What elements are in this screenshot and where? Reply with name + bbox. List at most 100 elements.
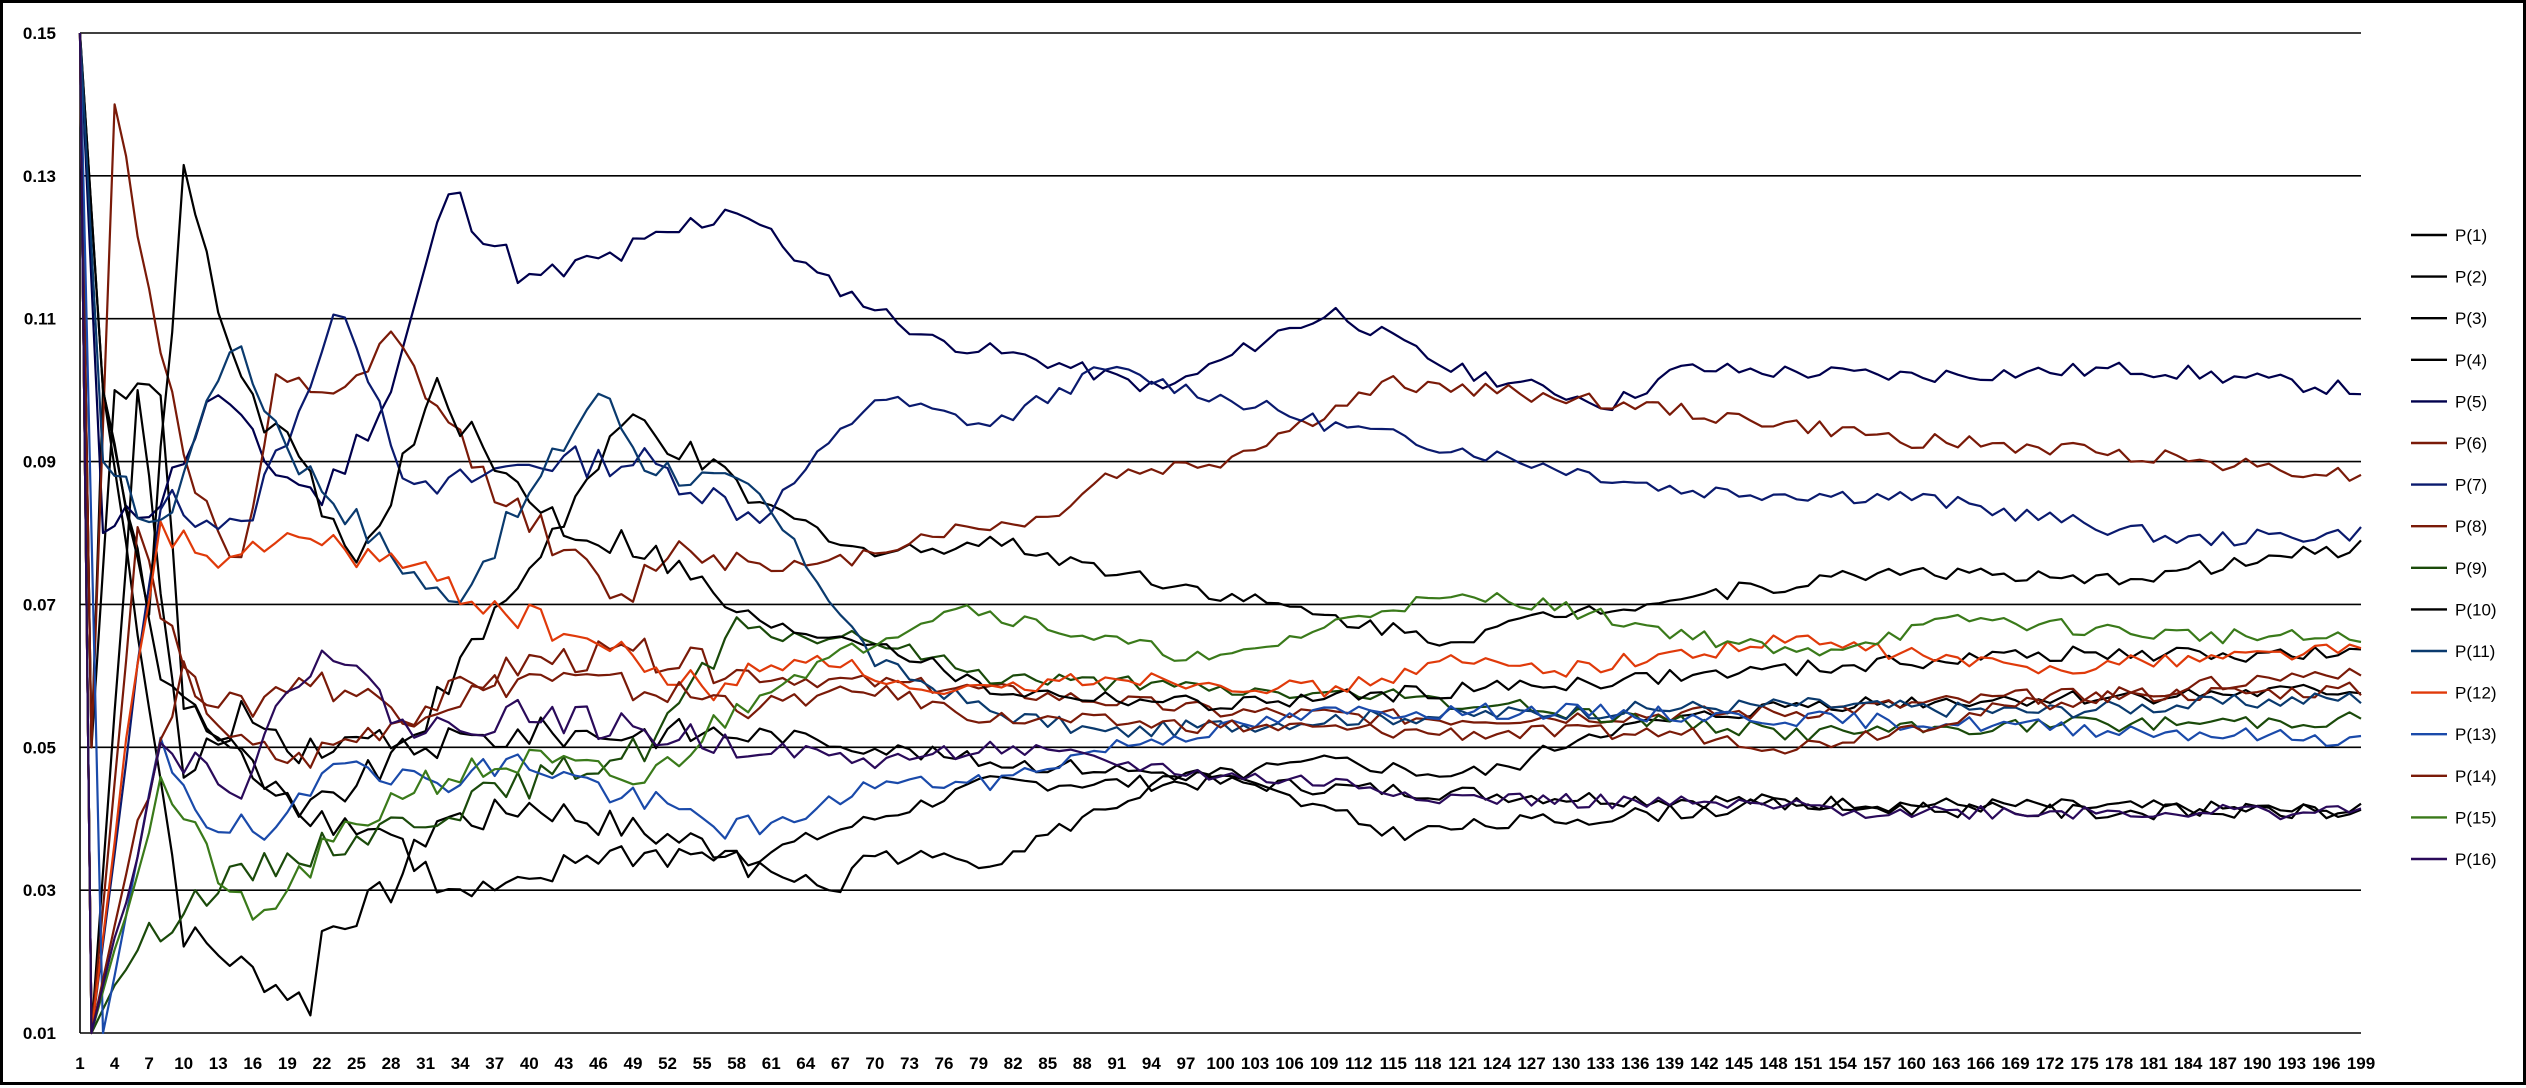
legend-label: P(8)	[2455, 517, 2487, 536]
x-tick-label: 25	[347, 1054, 366, 1073]
x-tick-label: 109	[1310, 1054, 1338, 1073]
x-tick-label: 10	[174, 1054, 193, 1073]
x-tick-label: 28	[382, 1054, 401, 1073]
legend-label: P(11)	[2455, 642, 2495, 661]
x-tick-label: 13	[209, 1054, 228, 1073]
legend-label: P(6)	[2455, 434, 2487, 453]
x-tick-label: 139	[1656, 1054, 1684, 1073]
x-tick-label: 124	[1483, 1054, 1512, 1073]
x-tick-label: 163	[1932, 1054, 1960, 1073]
x-tick-label: 175	[2070, 1054, 2098, 1073]
x-tick-label: 22	[312, 1054, 331, 1073]
series-line-16	[78, 32, 2362, 1035]
series-line-2	[78, 32, 2362, 898]
y-tick-label: 0.07	[23, 595, 56, 614]
x-tick-label: 118	[1414, 1054, 1441, 1073]
x-tick-label: 172	[2036, 1054, 2064, 1073]
y-axis: 0.15 0.13 0.11 0.09 0.07 0.05 0.03 0.01	[23, 24, 81, 1043]
x-tick-label: 178	[2105, 1054, 2133, 1073]
series-line-13	[78, 32, 2362, 1035]
x-tick-label: 181	[2139, 1054, 2167, 1073]
series-line-1	[78, 32, 2362, 1017]
x-tick-label: 193	[2278, 1054, 2306, 1073]
x-tick-label: 136	[1621, 1054, 1649, 1073]
series-line-11	[78, 32, 2362, 738]
series-line-10	[78, 32, 2362, 712]
x-tick-label: 94	[1142, 1054, 1161, 1073]
legend-label: P(16)	[2455, 850, 2497, 869]
legend-label: P(2)	[2455, 268, 2487, 287]
y-tick-label: 0.13	[23, 167, 56, 186]
x-tick-label: 31	[416, 1054, 435, 1073]
x-tick-label: 34	[451, 1054, 470, 1073]
x-tick-label: 88	[1073, 1054, 1092, 1073]
x-tick-label: 40	[520, 1054, 539, 1073]
x-tick-label: 127	[1517, 1054, 1545, 1073]
x-tick-label: 52	[658, 1054, 677, 1073]
x-tick-label: 142	[1690, 1054, 1718, 1073]
x-tick-label: 16	[243, 1054, 262, 1073]
legend-label: P(14)	[2455, 767, 2497, 786]
x-tick-label: 112	[1345, 1054, 1372, 1073]
legend-label: P(13)	[2455, 725, 2497, 744]
legend-label: P(7)	[2455, 476, 2487, 495]
x-tick-label: 67	[831, 1054, 850, 1073]
x-tick-label: 43	[554, 1054, 573, 1073]
x-tick-label: 100	[1206, 1054, 1234, 1073]
x-tick-label: 97	[1176, 1054, 1195, 1073]
x-tick-label: 196	[2312, 1054, 2340, 1073]
series-line-12	[78, 32, 2362, 1035]
x-tick-label: 79	[969, 1054, 988, 1073]
x-tick-label: 82	[1004, 1054, 1023, 1073]
x-tick-label: 145	[1725, 1054, 1753, 1073]
legend-label: P(10)	[2455, 600, 2497, 619]
x-tick-label: 154	[1828, 1054, 1857, 1073]
x-tick-label: 4	[110, 1054, 120, 1073]
x-tick-label: 76	[935, 1054, 954, 1073]
x-tick-label: 133	[1586, 1054, 1614, 1073]
legend-label: P(1)	[2455, 226, 2487, 245]
legend-label: P(15)	[2455, 808, 2497, 827]
x-tick-label: 169	[2001, 1054, 2029, 1073]
x-tick-label: 61	[762, 1054, 781, 1073]
y-tick-label: 0.01	[23, 1024, 56, 1043]
y-tick-label: 0.09	[23, 453, 56, 472]
x-tick-label: 1	[75, 1054, 84, 1073]
x-tick-label: 37	[485, 1054, 504, 1073]
legend-label: P(3)	[2455, 309, 2487, 328]
series-line-7	[78, 32, 2362, 1035]
x-tick-label: 70	[865, 1054, 884, 1073]
x-tick-label: 58	[727, 1054, 746, 1073]
x-tick-label: 91	[1107, 1054, 1126, 1073]
series-line-8	[78, 32, 2362, 1035]
x-tick-label: 115	[1380, 1054, 1407, 1073]
y-tick-label: 0.11	[24, 310, 56, 329]
y-tick-label: 0.15	[23, 24, 56, 43]
x-tick-label: 166	[1967, 1054, 1995, 1073]
legend-label: P(12)	[2455, 684, 2497, 703]
x-tick-label: 46	[589, 1054, 608, 1073]
series-line-9	[78, 32, 2362, 1035]
series-line-15	[78, 32, 2362, 1035]
x-tick-label: 151	[1794, 1054, 1822, 1073]
legend: P(1) P(2) P(3) P(4) P(5) P(6) P(7) P(8) P(9) P(10…	[2411, 226, 2497, 869]
series-line-5	[78, 32, 2362, 535]
x-tick-label: 73	[900, 1054, 919, 1073]
x-tick-label: 184	[2174, 1054, 2203, 1073]
x-tick-label: 103	[1241, 1054, 1269, 1073]
x-tick-label: 157	[1863, 1054, 1891, 1073]
series-line-6	[78, 32, 2362, 749]
x-tick-label: 187	[2209, 1054, 2237, 1073]
x-tick-label: 199	[2347, 1054, 2375, 1073]
line-chart: 0.15 0.13 0.11 0.09 0.07 0.05 0.03 0.01 1 4 7 10 13…	[23, 24, 2497, 1073]
x-tick-label: 160	[1898, 1054, 1926, 1073]
series-lines	[78, 32, 2362, 1035]
x-tick-label: 55	[693, 1054, 712, 1073]
x-tick-label: 64	[796, 1054, 815, 1073]
y-tick-label: 0.05	[23, 738, 56, 757]
y-tick-label: 0.03	[23, 881, 56, 900]
legend-label: P(9)	[2455, 559, 2487, 578]
x-tick-label: 19	[278, 1054, 297, 1073]
x-tick-label: 7	[144, 1054, 153, 1073]
